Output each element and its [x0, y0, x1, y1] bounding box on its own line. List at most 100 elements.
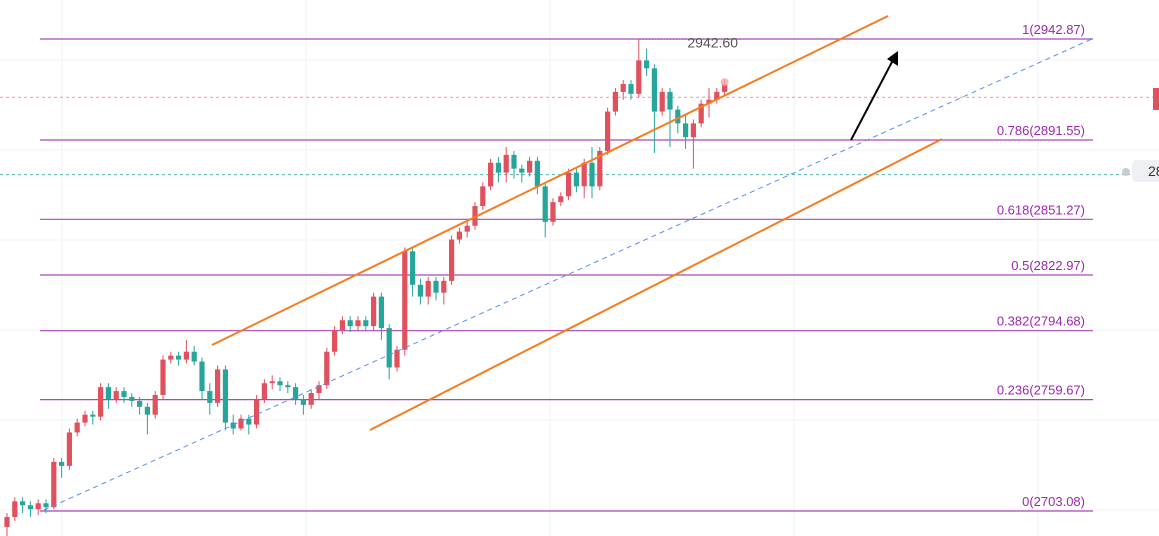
candle-body: [4, 517, 10, 527]
candle-body: [207, 391, 213, 403]
candle-body: [137, 400, 143, 407]
candle-body: [636, 60, 642, 94]
trend-arrow-shaft: [850, 59, 894, 141]
candle-body: [269, 381, 275, 384]
candle-body: [43, 503, 49, 508]
candle-body: [581, 162, 587, 187]
candle-body: [332, 330, 338, 352]
candle-body: [51, 461, 57, 508]
candle-body: [285, 385, 291, 388]
candle-body: [277, 381, 283, 386]
candle-body: [199, 361, 205, 392]
peak-price-label: 2942.60: [687, 35, 738, 51]
candle-body: [238, 418, 244, 429]
candle-body: [371, 296, 377, 327]
candle-body: [160, 359, 166, 396]
channel-upper-line: [211, 15, 889, 346]
price-axis-badge: 28: [1122, 160, 1159, 182]
candle-body: [35, 503, 41, 510]
candle-body: [90, 414, 96, 417]
candle-body: [542, 186, 548, 222]
candle-body: [363, 320, 369, 327]
candle-body: [74, 422, 80, 433]
candle-body: [27, 505, 33, 510]
candle-body: [566, 172, 572, 197]
candle-body: [534, 160, 540, 187]
candle-body: [589, 162, 595, 187]
candle-body: [612, 91, 618, 112]
candle-body: [628, 84, 634, 94]
fib-level-label: 0.786(2891.55): [997, 123, 1085, 138]
candle-body: [121, 391, 127, 397]
candle-body: [168, 355, 174, 360]
candle-body: [300, 398, 306, 405]
candle-body: [573, 172, 579, 187]
candle-body: [222, 369, 228, 423]
fib-level-label: 0.236(2759.67): [997, 383, 1085, 398]
candle-body: [105, 387, 111, 399]
candle-body: [425, 280, 431, 297]
drawing-overlay: 2942.60: [43, 15, 1095, 511]
candle-body: [433, 280, 439, 293]
fibonacci-retracement: 1(2942.87) 0.786(2891.55) 0.618(2851.27) 0.…: [40, 22, 1093, 512]
fib-level-label: 0.5(2822.97): [1011, 258, 1085, 273]
candle-body: [215, 369, 221, 403]
candle-body: [324, 351, 330, 386]
fib-level-label: 0.618(2851.27): [997, 202, 1085, 217]
candle-body: [261, 383, 267, 399]
candle-body: [246, 418, 252, 425]
candle-body: [66, 432, 72, 466]
channel-lower-line: [369, 138, 943, 431]
candle-body: [113, 391, 119, 399]
candle-body: [519, 168, 525, 173]
candle-body: [690, 123, 696, 138]
candle-body: [308, 393, 314, 405]
candle-body: [644, 60, 650, 69]
fib-level-label: 0.382(2794.68): [997, 314, 1085, 329]
candle-body: [527, 160, 533, 173]
candle-body: [558, 196, 564, 203]
candle-body: [449, 239, 455, 281]
candle-body: [683, 123, 689, 138]
candle-body: [355, 320, 361, 327]
candle-body: [495, 162, 501, 173]
channel-midline: [43, 37, 1095, 511]
candle-body: [129, 396, 135, 401]
candle-body: [316, 385, 322, 394]
candle-body: [254, 398, 260, 425]
alert-icon: [1122, 168, 1130, 177]
candle-body: [464, 225, 470, 232]
fib-level-label: 0(2703.08): [1022, 494, 1085, 509]
candle-body: [386, 328, 392, 368]
candle-body: [191, 351, 197, 362]
candle-body: [12, 501, 18, 518]
candle-body: [511, 154, 517, 169]
candle-body: [675, 109, 681, 124]
candle-body: [394, 349, 400, 368]
candle-body: [230, 422, 236, 429]
candle-body: [503, 154, 509, 173]
candle-body: [339, 320, 345, 331]
candle-body: [620, 84, 626, 92]
trend-arrow-head: [887, 51, 898, 66]
candle-body: [59, 461, 65, 466]
candle-body: [441, 280, 447, 293]
candle-body: [410, 251, 416, 285]
candle-body: [152, 395, 158, 415]
candle-body: [706, 99, 712, 104]
candle-body: [456, 231, 462, 240]
candle-body: [597, 150, 603, 187]
candle-body: [402, 251, 408, 350]
candle-body: [183, 351, 189, 360]
candle-body: [698, 103, 704, 124]
candle-body: [722, 84, 728, 92]
candle-body: [98, 387, 104, 417]
candlestick-series: [4, 38, 728, 536]
candle-body: [659, 91, 665, 112]
candle-body: [347, 320, 353, 327]
candle-body: [417, 284, 423, 297]
candle-body: [651, 68, 657, 112]
current-price-marker: [1153, 88, 1159, 110]
